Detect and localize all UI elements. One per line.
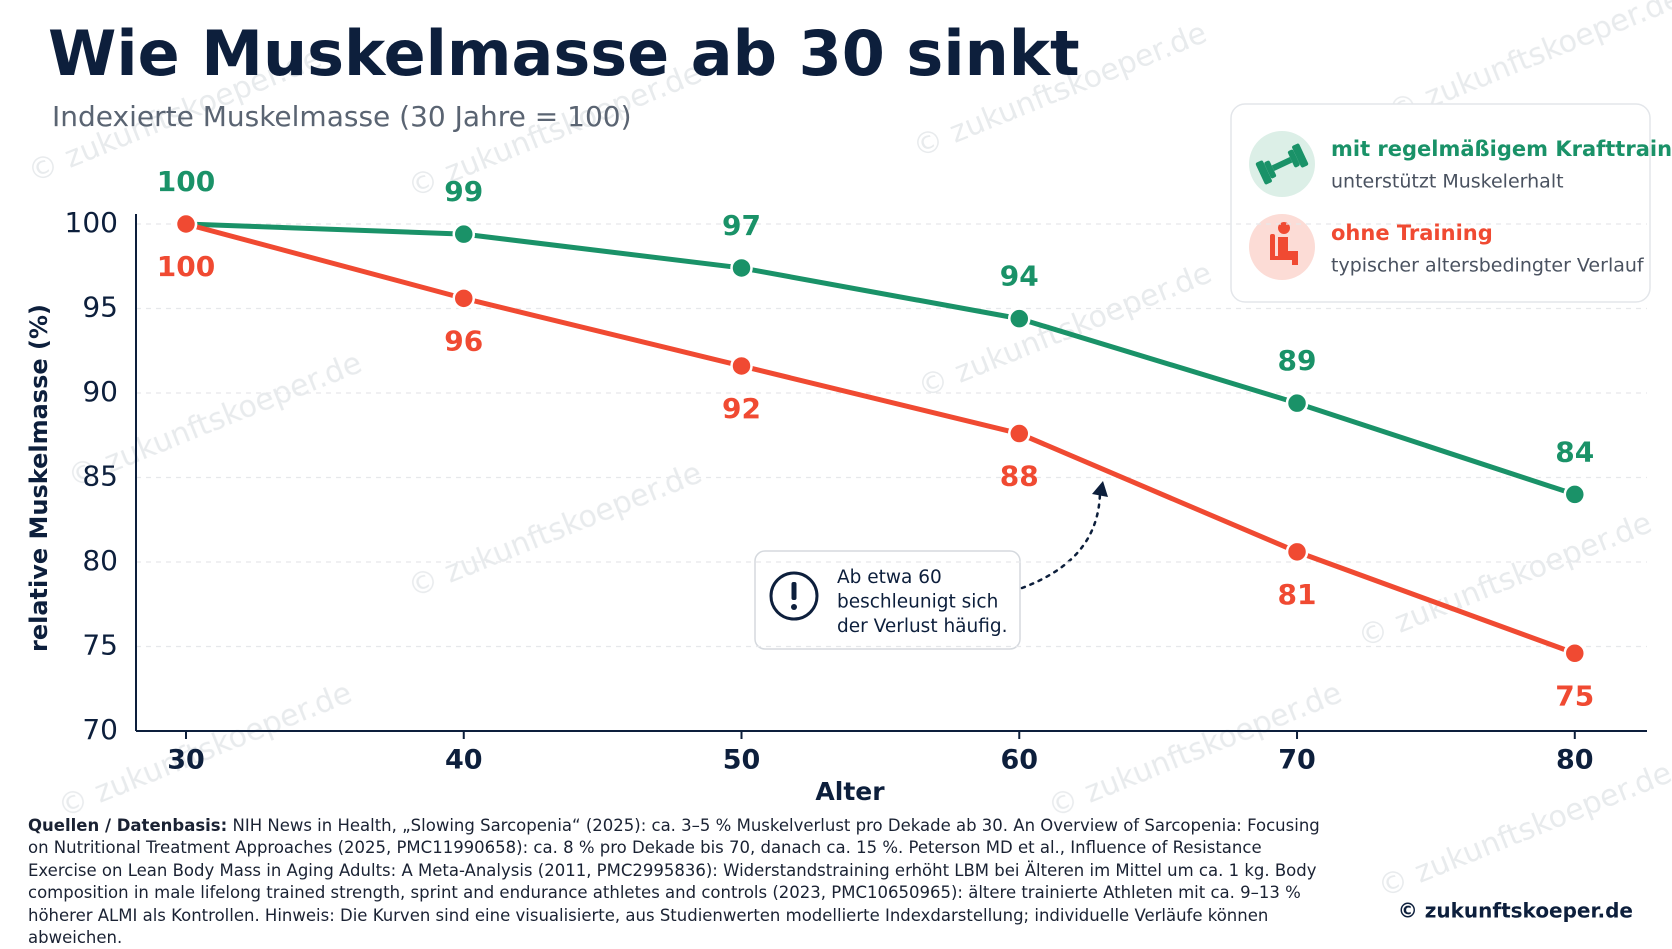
- data-label: 84: [1555, 435, 1594, 468]
- data-label: 92: [722, 392, 761, 425]
- annotation-icon: [769, 571, 819, 621]
- legend-box: [1230, 103, 1651, 303]
- data-point: [1008, 307, 1031, 330]
- annotation-icon: [791, 582, 797, 600]
- annotation-icon: [791, 604, 797, 610]
- annotation-text: beschleunigt sich: [837, 592, 998, 613]
- sources-text: NIH News in Health, „Slowing Sarcopenia“…: [28, 816, 1320, 948]
- x-tick-label: 80: [1556, 745, 1594, 776]
- watermark: © zukunftskoeper.de: [1353, 505, 1657, 655]
- data-label: 94: [1000, 260, 1039, 293]
- data-label: 75: [1555, 679, 1594, 712]
- y-axis-label: relative Muskelmasse (%): [25, 304, 53, 652]
- legend-label: mit regelmäßigem Krafttraining: [1331, 137, 1672, 161]
- copyright: © zukunftskoeper.de: [1398, 899, 1633, 923]
- annotation-text: Ab etwa 60: [837, 567, 942, 588]
- sitting-icon: [1270, 222, 1298, 265]
- data-label: 100: [157, 250, 215, 283]
- series-line: [185, 221, 1576, 497]
- annotation-box: [754, 550, 1021, 650]
- legend-description: typischer altersbedingter Verlauf: [1331, 255, 1645, 277]
- data-point: [174, 212, 198, 236]
- series-line: [185, 221, 1576, 656]
- data-point: [730, 256, 753, 280]
- y-tick-label: 85: [82, 460, 118, 493]
- data-point: [452, 287, 476, 310]
- y-tick-label: 90: [82, 375, 118, 408]
- watermark: © zukunftskoeper.de: [1373, 755, 1672, 905]
- y-tick-label: 80: [82, 544, 118, 577]
- annotation-arrowhead: [1092, 481, 1108, 497]
- legend-description: unterstützt Muskelerhalt: [1331, 171, 1564, 193]
- data-point: [1008, 422, 1031, 445]
- data-point: [730, 354, 753, 378]
- data-point: [452, 222, 476, 246]
- y-tick-label: 70: [82, 713, 118, 746]
- legend-label: ohne Training: [1331, 221, 1493, 245]
- annotation-arrow: [1020, 488, 1102, 590]
- x-tick-label: 50: [723, 745, 761, 776]
- data-point: [1285, 540, 1309, 564]
- chart-title: Wie Muskelmasse ab 30 sinkt: [48, 17, 1080, 90]
- data-label: 81: [1278, 578, 1317, 611]
- annotation-text: der Verlust häufig.: [837, 616, 1008, 637]
- data-label: 88: [1000, 460, 1039, 493]
- x-axis-label: Alter: [815, 777, 885, 806]
- watermark: © zukunftskoeper.de: [53, 675, 357, 825]
- sources-label: Quellen / Datenbasis:: [28, 816, 228, 835]
- data-label: 96: [444, 324, 483, 357]
- data-label: 89: [1278, 344, 1317, 377]
- data-label: 97: [722, 209, 761, 242]
- x-tick-label: 60: [1000, 745, 1038, 776]
- data-label: 99: [444, 175, 483, 208]
- data-point: [1285, 391, 1309, 415]
- sources: Quellen / Datenbasis: NIH News in Health…: [28, 815, 1328, 949]
- x-tick-label: 30: [167, 745, 205, 776]
- y-tick-label: 75: [82, 629, 118, 662]
- x-tick-label: 40: [445, 745, 483, 776]
- data-point: [1563, 642, 1587, 665]
- dumbbell-icon: [1255, 143, 1309, 185]
- y-tick-label: 95: [82, 291, 118, 324]
- data-label: 100: [157, 165, 215, 198]
- chart-subtitle: Indexierte Muskelmasse (30 Jahre = 100): [52, 100, 632, 133]
- y-tick-label: 100: [65, 206, 118, 239]
- x-tick-label: 70: [1278, 745, 1316, 776]
- data-point: [1563, 483, 1587, 506]
